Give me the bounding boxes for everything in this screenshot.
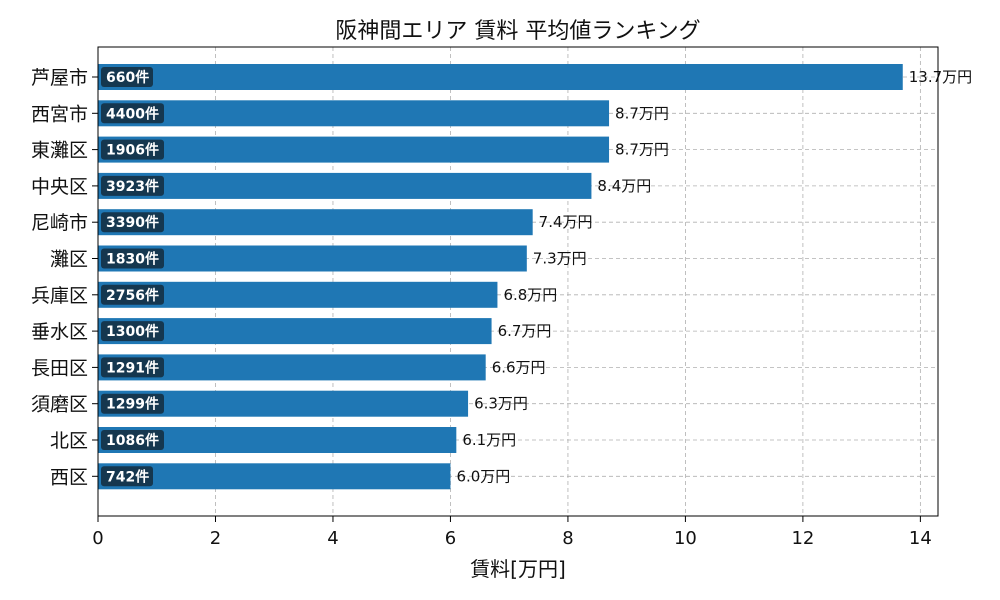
- plot-frame: [97, 46, 939, 517]
- value-label: 8.7万円: [615, 104, 669, 122]
- category-label: 中央区: [31, 176, 88, 198]
- count-badge: [101, 393, 164, 414]
- count-badge: [101, 284, 164, 305]
- bar: [98, 172, 592, 199]
- x-axis-label: 賃料[万円]: [470, 557, 566, 581]
- count-label: 1830件: [106, 251, 159, 268]
- bar: [98, 64, 903, 90]
- count-badge: [101, 103, 164, 124]
- count-label: 742件: [106, 468, 149, 485]
- bar: [98, 281, 498, 308]
- count-label: 1906件: [106, 142, 159, 159]
- count-badge: [101, 466, 153, 487]
- x-tick-label: 6: [445, 528, 456, 549]
- value-label: 8.7万円: [615, 141, 669, 159]
- value-label: 13.7万円: [909, 68, 972, 86]
- value-label: 6.0万円: [456, 467, 510, 485]
- x-tick-label: 4: [327, 528, 338, 549]
- value-label: 6.8万円: [503, 286, 557, 304]
- category-label: 西区: [50, 466, 88, 488]
- bar-layer: 660件 13.7万円 4400件 8.7万円 1906件 8.7万円 3923件 8.4万円…: [98, 64, 972, 490]
- value-label: 6.3万円: [474, 395, 528, 413]
- x-tick-label: 10: [674, 528, 697, 549]
- count-label: 4400件: [106, 105, 159, 122]
- category-label: 灘区: [50, 249, 88, 271]
- count-label: 1300件: [106, 323, 159, 340]
- category-label: 長田区: [31, 357, 88, 379]
- value-label: 6.7万円: [498, 322, 552, 340]
- count-label: 1291件: [106, 359, 159, 376]
- value-label: 6.1万円: [462, 431, 516, 449]
- axis-layer: 0 2 4 6 8 10 12 14 芦屋市西宮市東灘区中央区尼崎市灘区兵庫区垂水区長田区須磨区…: [31, 67, 932, 549]
- count-badge: [101, 321, 164, 342]
- x-tick-label: 0: [92, 528, 103, 549]
- value-label: 8.4万円: [597, 177, 651, 195]
- category-label: 尼崎市: [31, 212, 88, 234]
- count-badge: [101, 175, 164, 196]
- count-badge: [101, 430, 164, 450]
- category-label: 兵庫区: [31, 285, 88, 307]
- count-badge: [101, 212, 164, 233]
- chart-title: 阪神間エリア 賃料 平均値ランキング: [335, 19, 700, 44]
- count-label: 660件: [106, 69, 149, 86]
- category-label: 北区: [50, 430, 88, 452]
- category-label: 垂水区: [31, 321, 88, 343]
- count-badge: [101, 67, 153, 87]
- x-tick-label: 8: [562, 528, 573, 549]
- x-tick-label: 14: [909, 528, 932, 549]
- value-label: 7.3万円: [533, 250, 587, 268]
- count-badge: [101, 357, 164, 378]
- count-label: 1299件: [106, 396, 159, 413]
- count-label: 1086件: [106, 432, 159, 449]
- bar: [98, 245, 527, 272]
- value-label: 6.6万円: [492, 358, 546, 376]
- x-tick-label: 12: [791, 528, 814, 549]
- value-label: 7.4万円: [539, 213, 593, 231]
- count-label: 3923件: [106, 178, 159, 195]
- bar: [98, 136, 610, 163]
- bar: [98, 463, 451, 490]
- count-label: 3390件: [106, 214, 159, 231]
- category-label: 東灘区: [31, 140, 88, 162]
- count-label: 2756件: [106, 287, 159, 304]
- x-tick-label: 2: [210, 528, 221, 549]
- bar: [98, 209, 533, 236]
- bar: [98, 100, 610, 127]
- count-badge: [101, 139, 164, 160]
- category-label: 芦屋市: [31, 67, 88, 89]
- count-badge: [101, 248, 164, 269]
- category-label: 西宮市: [31, 103, 88, 125]
- category-label: 須磨区: [31, 394, 88, 416]
